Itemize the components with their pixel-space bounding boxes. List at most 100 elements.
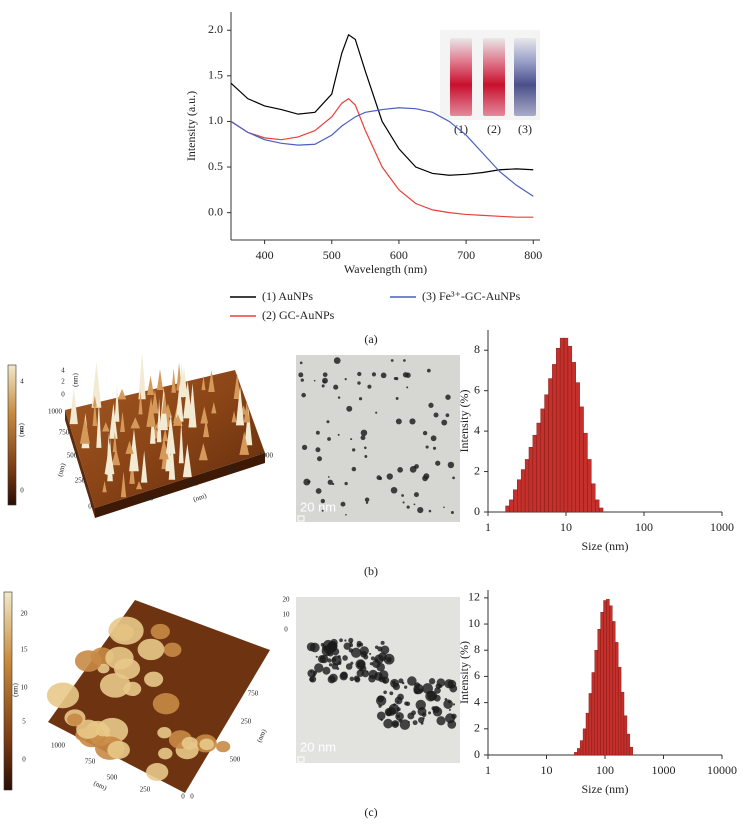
afm-peak bbox=[175, 383, 184, 422]
afm-peak bbox=[183, 380, 192, 419]
afm-tick-label: 750 bbox=[59, 429, 70, 437]
tem-particle bbox=[450, 510, 454, 514]
tem-particle bbox=[409, 418, 416, 425]
tem-particle bbox=[314, 663, 324, 673]
afm-grain bbox=[76, 719, 101, 739]
afm-peak bbox=[239, 431, 250, 455]
tem-particle bbox=[390, 486, 398, 494]
bar bbox=[591, 483, 596, 513]
tem-particle bbox=[389, 691, 394, 696]
bar bbox=[536, 422, 541, 513]
afm-tick-label: 1000 bbox=[51, 742, 66, 750]
bar bbox=[556, 348, 561, 513]
y-tick-label: 1.5 bbox=[208, 68, 223, 82]
tem-particle bbox=[378, 652, 387, 661]
afm-colorbar bbox=[3, 591, 13, 791]
afm-peak bbox=[165, 414, 176, 454]
afm-grain bbox=[46, 682, 80, 709]
tem-particle bbox=[345, 663, 353, 670]
bar bbox=[600, 612, 604, 756]
line bbox=[230, 107, 534, 197]
tem-particle bbox=[348, 648, 354, 653]
bar bbox=[579, 406, 584, 513]
tem-particle bbox=[322, 380, 326, 384]
afm-peak bbox=[129, 428, 139, 472]
afm-peak bbox=[156, 398, 162, 443]
line bbox=[230, 97, 534, 218]
afm-grain bbox=[67, 713, 83, 726]
afm-peak bbox=[147, 375, 155, 395]
tem-particle bbox=[344, 639, 347, 642]
y-tick-label: 2 bbox=[474, 463, 480, 477]
tem-particle bbox=[428, 509, 432, 513]
y-tick-label: 6 bbox=[474, 382, 480, 396]
x-tick-label: 100 bbox=[596, 763, 614, 777]
afm-tick-label: 2 bbox=[20, 426, 24, 434]
tem-particle bbox=[434, 687, 441, 694]
y-tick-label: 0.0 bbox=[208, 204, 223, 218]
tem-particle bbox=[309, 642, 320, 653]
tem-particle bbox=[339, 638, 343, 643]
afm-image bbox=[7, 352, 265, 518]
bar bbox=[552, 364, 557, 513]
afm-tick-label: 750 bbox=[248, 690, 259, 698]
tem-particle bbox=[436, 716, 446, 726]
tem-particle bbox=[364, 455, 368, 458]
tem-particle bbox=[348, 637, 354, 643]
tem-particle bbox=[299, 361, 303, 365]
bar bbox=[513, 489, 518, 513]
tem-particle bbox=[326, 420, 330, 424]
y-axis-title: Intensity (a.u.) bbox=[184, 91, 198, 161]
tem-particle bbox=[327, 650, 334, 657]
afm-peak bbox=[111, 447, 121, 466]
afm-peak bbox=[235, 385, 245, 426]
tem-particle bbox=[428, 402, 434, 408]
x-axis-title: Wavelength (nm) bbox=[344, 262, 427, 276]
tem-particle bbox=[339, 672, 348, 681]
tem-particle bbox=[345, 513, 347, 516]
vial bbox=[450, 38, 472, 116]
tem-particle bbox=[378, 704, 382, 708]
bar bbox=[577, 748, 581, 756]
tem-particle bbox=[343, 642, 351, 650]
afm-peak bbox=[114, 383, 120, 422]
y-tick-label: 2.0 bbox=[208, 22, 223, 36]
tem-particle bbox=[380, 372, 387, 379]
tem-particle bbox=[383, 690, 387, 695]
afm-peak bbox=[168, 436, 176, 480]
tem-particle bbox=[449, 684, 458, 693]
tem-particle bbox=[364, 446, 367, 450]
y-tick-label: 4 bbox=[474, 694, 480, 708]
tem-particle bbox=[433, 412, 439, 418]
tem-particle bbox=[337, 655, 341, 659]
tem-particle bbox=[415, 699, 426, 711]
afm-grain bbox=[108, 616, 144, 645]
afm-grain bbox=[181, 736, 198, 750]
afm-grain bbox=[163, 642, 182, 657]
afm-unit-label: (nm) bbox=[192, 492, 208, 504]
afm-colorbar bbox=[7, 364, 17, 506]
bar bbox=[509, 499, 514, 513]
panel-label: (a) bbox=[364, 332, 377, 346]
afm-peak bbox=[138, 352, 146, 400]
x-axis-title: Size (nm) bbox=[582, 539, 629, 553]
bar bbox=[567, 345, 573, 513]
afm-tick-label: 20 bbox=[21, 610, 29, 618]
tem-particle bbox=[320, 498, 326, 504]
afm-tick-label: 250 bbox=[143, 495, 154, 503]
tem-particle bbox=[333, 357, 341, 364]
bar bbox=[544, 394, 549, 513]
afm-peak bbox=[140, 450, 148, 483]
tem-particle bbox=[391, 720, 400, 728]
afm-tick-label: 1000 bbox=[48, 408, 63, 416]
tem-particle bbox=[371, 372, 377, 377]
tem-particle bbox=[369, 652, 372, 656]
afm-peak bbox=[96, 401, 102, 448]
bar bbox=[585, 712, 590, 756]
y-tick-label: 8 bbox=[474, 642, 480, 656]
tem-particle bbox=[331, 482, 335, 486]
y-axis-title: Intensity (%) bbox=[457, 390, 471, 453]
legend-label: (2) GC-AuNPs bbox=[262, 308, 335, 322]
tem-particle bbox=[350, 438, 353, 441]
afm-tick-label: 5 bbox=[22, 718, 26, 726]
